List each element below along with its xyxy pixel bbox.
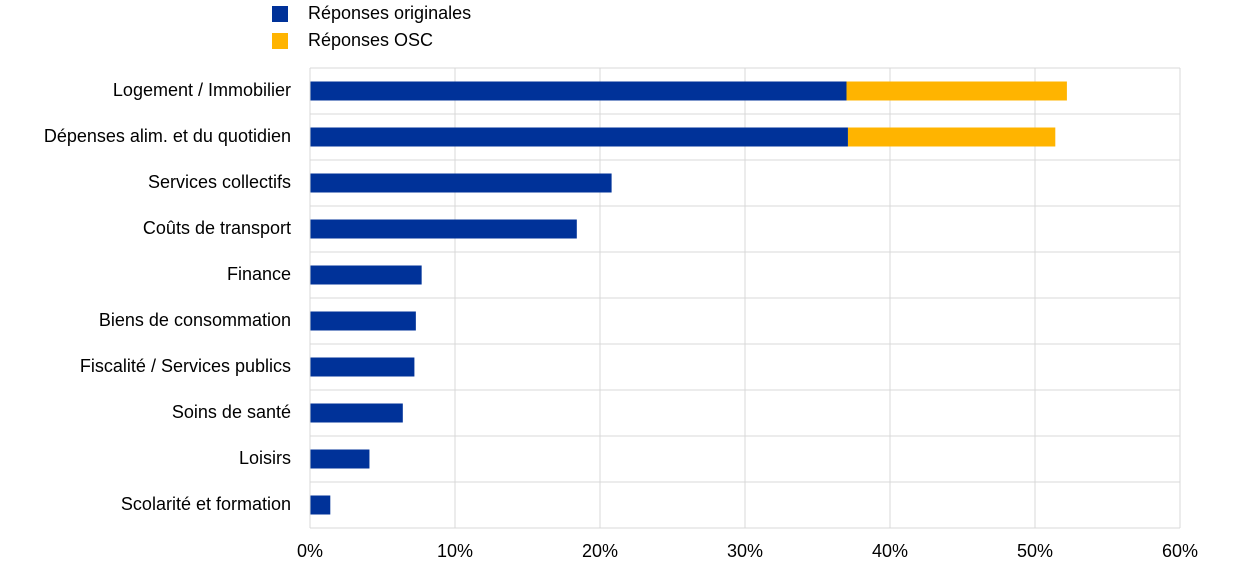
y-tick-label: Scolarité et formation bbox=[121, 494, 291, 514]
x-tick-label: 30% bbox=[727, 541, 763, 561]
y-tick-label: Finance bbox=[227, 264, 291, 284]
bar bbox=[310, 403, 403, 423]
y-tick-label: Logement / Immobilier bbox=[113, 80, 291, 100]
x-tick-label: 50% bbox=[1017, 541, 1053, 561]
bar bbox=[847, 127, 1056, 147]
legend-swatch bbox=[272, 33, 288, 49]
x-tick-label: 20% bbox=[582, 541, 618, 561]
y-tick-label: Dépenses alim. et du quotidien bbox=[44, 126, 291, 146]
y-tick-label: Coûts de transport bbox=[143, 218, 291, 238]
legend-label: Réponses OSC bbox=[308, 30, 433, 50]
bar bbox=[310, 81, 847, 101]
bar bbox=[310, 173, 612, 193]
x-tick-label: 10% bbox=[437, 541, 473, 561]
y-tick-label: Fiscalité / Services publics bbox=[80, 356, 291, 376]
bar bbox=[310, 311, 416, 331]
bar bbox=[310, 357, 415, 377]
bar bbox=[310, 449, 370, 469]
y-tick-label: Soins de santé bbox=[172, 402, 291, 422]
y-tick-label: Loisirs bbox=[239, 448, 291, 468]
x-tick-label: 40% bbox=[872, 541, 908, 561]
bar bbox=[846, 81, 1067, 101]
bar bbox=[310, 495, 331, 515]
bar bbox=[310, 127, 848, 147]
legend-swatch bbox=[272, 6, 288, 22]
x-tick-label: 0% bbox=[297, 541, 323, 561]
bar bbox=[310, 219, 577, 239]
x-tick-label: 60% bbox=[1162, 541, 1198, 561]
y-tick-label: Services collectifs bbox=[148, 172, 291, 192]
bar bbox=[310, 265, 422, 285]
y-tick-label: Biens de consommation bbox=[99, 310, 291, 330]
legend-label: Réponses originales bbox=[308, 3, 471, 23]
